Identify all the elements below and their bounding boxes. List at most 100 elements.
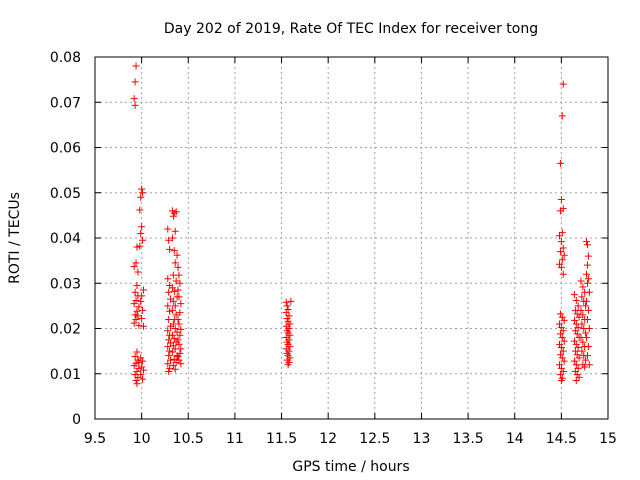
data-point xyxy=(133,348,141,356)
data-point xyxy=(133,380,141,388)
data-point xyxy=(583,261,591,269)
data-point xyxy=(557,364,565,372)
data-point xyxy=(556,248,564,256)
x-tick-label: 11.5 xyxy=(266,431,297,447)
data-point xyxy=(164,225,172,233)
data-point xyxy=(171,365,179,373)
y-tick-label: 0.08 xyxy=(50,50,81,66)
data-point xyxy=(560,337,568,345)
data-point xyxy=(131,353,139,361)
data-point xyxy=(132,377,140,385)
data-point xyxy=(130,95,138,103)
y-tick-label: 0 xyxy=(72,412,81,428)
data-point xyxy=(165,352,173,360)
data-point xyxy=(174,336,182,344)
data-point xyxy=(174,315,182,323)
data-point xyxy=(132,315,140,323)
x-tick-labels: 9.5 10 10.5 11 11.5 12 12.5 13 13.5 14 14.5 15 xyxy=(84,431,617,447)
data-point xyxy=(573,330,581,338)
data-point xyxy=(557,377,565,385)
data-point xyxy=(584,275,592,283)
grid-lines xyxy=(95,57,608,419)
data-point xyxy=(168,234,176,242)
data-point xyxy=(286,331,294,339)
data-point xyxy=(177,360,185,368)
data-point xyxy=(139,306,147,314)
data-point xyxy=(177,345,185,353)
data-point xyxy=(130,263,138,271)
data-point xyxy=(165,336,173,344)
data-point xyxy=(578,293,586,301)
data-point xyxy=(168,306,176,314)
data-point xyxy=(560,357,568,365)
data-point xyxy=(579,338,587,346)
data-point xyxy=(175,271,183,279)
data-point xyxy=(559,244,567,252)
data-point xyxy=(558,354,566,362)
data-point xyxy=(570,357,578,365)
data-point xyxy=(570,316,578,324)
data-point xyxy=(557,324,565,332)
data-point xyxy=(131,288,139,296)
data-point xyxy=(131,101,139,109)
data-point xyxy=(559,270,567,278)
y-tick-label: 0.04 xyxy=(50,231,81,247)
data-point xyxy=(283,302,291,310)
data-point xyxy=(168,284,176,292)
data-point xyxy=(572,377,580,385)
data-point xyxy=(171,227,179,235)
data-point xyxy=(133,282,141,290)
data-point xyxy=(286,320,294,328)
data-point xyxy=(177,325,185,333)
data-point xyxy=(138,292,146,300)
data-point xyxy=(585,361,593,369)
data-point xyxy=(175,340,183,348)
data-point xyxy=(583,352,591,360)
data-point xyxy=(174,353,182,361)
data-point xyxy=(559,80,567,88)
data-point xyxy=(583,315,591,323)
data-point xyxy=(583,241,591,249)
y-tick-label: 0.01 xyxy=(50,367,81,383)
data-point xyxy=(559,347,567,355)
data-point xyxy=(584,343,592,351)
axis-ticks xyxy=(94,56,609,420)
data-point xyxy=(557,344,565,352)
data-point xyxy=(583,270,591,278)
data-point xyxy=(555,320,563,328)
data-point xyxy=(557,196,565,204)
x-tick-label: 10 xyxy=(133,431,151,447)
data-point xyxy=(174,263,182,271)
data-point xyxy=(177,300,185,308)
data-point xyxy=(584,252,592,260)
data-point xyxy=(560,316,568,324)
x-tick-label: 13 xyxy=(413,431,431,447)
data-point xyxy=(132,296,140,304)
data-point xyxy=(137,193,145,201)
data-point xyxy=(172,208,180,216)
data-point xyxy=(165,236,173,244)
data-point xyxy=(583,238,591,246)
data-point xyxy=(166,364,174,372)
data-point xyxy=(171,325,179,332)
data-point xyxy=(140,322,148,330)
chart-title: Day 202 of 2019, Rate Of TEC Index for r… xyxy=(164,21,538,37)
data-point xyxy=(131,78,139,86)
data-point xyxy=(138,185,146,193)
data-point xyxy=(579,283,587,291)
x-axis-label: GPS time / hours xyxy=(292,459,409,475)
data-point xyxy=(556,310,564,318)
data-point xyxy=(583,334,591,342)
data-point xyxy=(571,347,579,355)
data-point xyxy=(572,361,580,369)
data-point xyxy=(168,348,176,356)
data-point xyxy=(137,371,145,379)
data-point xyxy=(577,277,585,285)
data-point xyxy=(582,356,590,364)
data-point xyxy=(135,321,143,329)
data-point xyxy=(130,300,138,308)
y-axis-label: ROTI / TECUs xyxy=(7,192,23,284)
data-point xyxy=(556,207,564,215)
data-point xyxy=(164,302,172,310)
